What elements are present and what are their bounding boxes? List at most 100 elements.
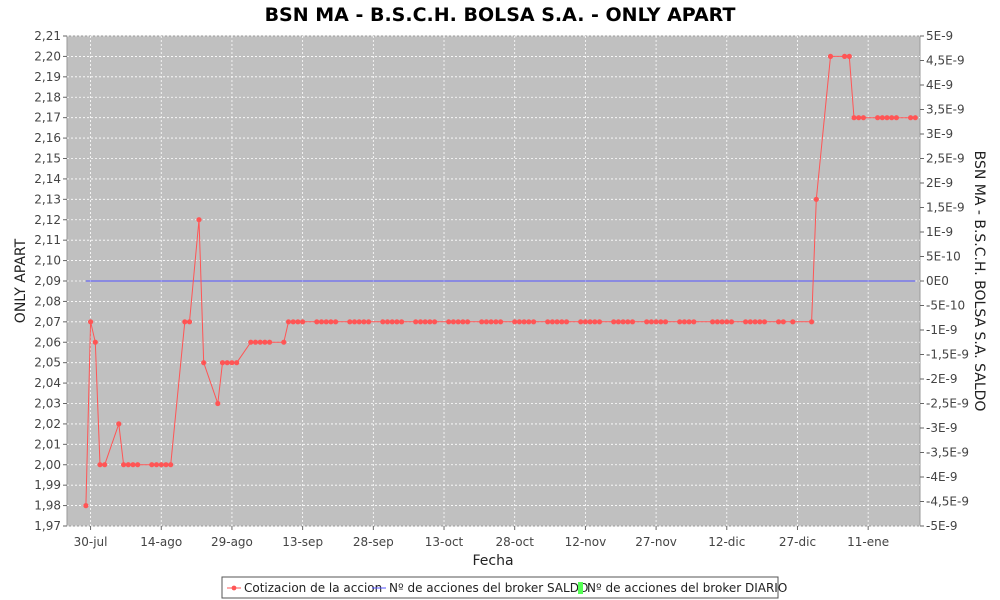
cotizacion-point bbox=[545, 319, 551, 325]
cotizacion-point bbox=[125, 462, 131, 468]
y2-tick-label: 1E-9 bbox=[926, 225, 953, 239]
cotizacion-point bbox=[446, 319, 452, 325]
cotizacion-point bbox=[851, 115, 857, 121]
cotizacion-point bbox=[333, 319, 339, 325]
y-tick-label: 1,97 bbox=[34, 519, 61, 533]
cotizacion-point bbox=[479, 319, 485, 325]
cotizacion-point bbox=[97, 462, 103, 468]
x-tick-label: 12-nov bbox=[565, 535, 607, 549]
legend-label-diario: Nº de acciones del broker DIARIO bbox=[587, 581, 787, 595]
cotizacion-point bbox=[578, 319, 584, 325]
cotizacion-point bbox=[257, 339, 263, 345]
y2-tick-label: -2E-9 bbox=[926, 372, 958, 386]
cotizacion-point bbox=[121, 462, 127, 468]
cotizacion-point bbox=[168, 462, 174, 468]
cotizacion-point bbox=[893, 115, 900, 121]
y2-tick-label: 4E-9 bbox=[926, 78, 953, 92]
x-axis-title: Fecha bbox=[472, 553, 513, 569]
cotizacion-point bbox=[465, 319, 471, 325]
cotizacion-point bbox=[710, 319, 716, 325]
cotizacion-point bbox=[153, 462, 160, 468]
cotizacion-point bbox=[196, 217, 202, 223]
cotizacion-point bbox=[842, 53, 848, 60]
cotizacion-point bbox=[488, 319, 494, 325]
cotizacion-point bbox=[248, 339, 254, 345]
y-tick-label: 2,15 bbox=[34, 152, 61, 166]
y2-tick-label: 3E-9 bbox=[926, 127, 953, 141]
cotizacion-point bbox=[625, 319, 631, 325]
cotizacion-point bbox=[827, 53, 834, 60]
cotizacion-point bbox=[780, 319, 786, 325]
cotizacion-point bbox=[521, 319, 527, 325]
cotizacion-point bbox=[743, 319, 749, 325]
cotizacion-point bbox=[399, 319, 405, 325]
chart-title: BSN MA - B.S.C.H. BOLSA S.A. - ONLY APAR… bbox=[265, 4, 736, 26]
cotizacion-point bbox=[234, 360, 240, 366]
y2-tick-label: -4E-9 bbox=[926, 470, 958, 484]
x-tick-label: 13-oct bbox=[425, 535, 464, 549]
cotizacion-point bbox=[163, 462, 169, 468]
cotizacion-point bbox=[460, 319, 466, 325]
x-tick-label: 29-ago bbox=[211, 535, 253, 549]
y2-tick-label: 5E-10 bbox=[926, 250, 961, 264]
y-tick-label: 2,17 bbox=[34, 111, 61, 125]
cotizacion-point bbox=[563, 319, 570, 325]
cotizacion-point bbox=[450, 319, 456, 325]
cotizacion-point bbox=[130, 462, 136, 468]
cotizacion-point bbox=[318, 319, 325, 325]
cotizacion-point bbox=[757, 319, 763, 325]
left-axis-ticks: 1,97 1,98 1,99 2,00 2,01 2,02 2,03 2,04 2,05 2,06… bbox=[34, 29, 67, 533]
y-tick-label: 2,04 bbox=[34, 376, 61, 390]
cotizacion-point bbox=[879, 115, 885, 121]
cotizacion-point bbox=[224, 360, 230, 366]
legend-label-saldo: Nº de acciones del broker SALDO bbox=[389, 581, 588, 595]
cotizacion-point bbox=[323, 319, 329, 325]
y2-tick-label: -2,5E-9 bbox=[926, 397, 969, 411]
cotizacion-point bbox=[629, 319, 636, 325]
cotizacion-point bbox=[677, 319, 683, 325]
cotizacion-point bbox=[281, 339, 287, 345]
y-tick-label: 2,13 bbox=[34, 192, 61, 206]
cotizacion-point bbox=[158, 462, 164, 468]
legend: Cotizacion de la accion Nº de acciones de… bbox=[221, 576, 787, 599]
cotizacion-point bbox=[813, 196, 819, 202]
right-axis-ticks: -5E-9 -4,5E-9 -4E-9 -3,5E-9 -3E-9 -2,5E-9 -2E-… bbox=[920, 29, 969, 533]
cotizacion-point bbox=[747, 319, 753, 325]
cotizacion-point bbox=[384, 319, 391, 325]
cotizacion-point bbox=[526, 319, 532, 325]
cotizacion-point bbox=[356, 319, 362, 325]
y2-tick-label: -3,5E-9 bbox=[926, 446, 969, 460]
cotizacion-point bbox=[455, 319, 461, 325]
cotizacion-point bbox=[149, 462, 155, 468]
cotizacion-point bbox=[846, 53, 852, 60]
y-tick-label: 2,19 bbox=[34, 70, 61, 84]
cotizacion-point bbox=[889, 115, 895, 121]
cotizacion-point bbox=[328, 319, 334, 325]
x-tick-label: 27-dic bbox=[779, 535, 816, 549]
cotizacion-point bbox=[761, 319, 768, 325]
x-tick-label: 13-sep bbox=[282, 535, 323, 549]
y-tick-label: 2,09 bbox=[34, 274, 61, 288]
cotizacion-point bbox=[691, 319, 697, 325]
y2-tick-label: -4,5E-9 bbox=[926, 495, 969, 509]
cotizacion-point bbox=[644, 319, 650, 325]
cotizacion-point bbox=[648, 319, 655, 325]
cotizacion-point bbox=[389, 319, 395, 325]
cotizacion-point bbox=[493, 319, 499, 325]
cotizacion-point bbox=[658, 319, 664, 325]
cotizacion-series bbox=[83, 53, 918, 509]
cotizacion-point bbox=[380, 319, 386, 325]
cotizacion-point bbox=[856, 115, 862, 121]
cotizacion-point bbox=[724, 319, 730, 325]
cotizacion-point bbox=[229, 360, 235, 366]
cotizacion-point bbox=[427, 319, 433, 325]
cotizacion-point bbox=[686, 319, 692, 325]
cotizacion-point bbox=[531, 319, 537, 325]
y-tick-label: 2,03 bbox=[34, 397, 61, 411]
cotizacion-point bbox=[714, 319, 721, 325]
y2-tick-label: 0E0 bbox=[926, 274, 949, 288]
y-axis-title: ONLY APART bbox=[13, 238, 29, 323]
y2-tick-label: 2E-9 bbox=[926, 176, 953, 190]
x-tick-label: 28-oct bbox=[495, 535, 534, 549]
cotizacion-point bbox=[884, 115, 890, 121]
